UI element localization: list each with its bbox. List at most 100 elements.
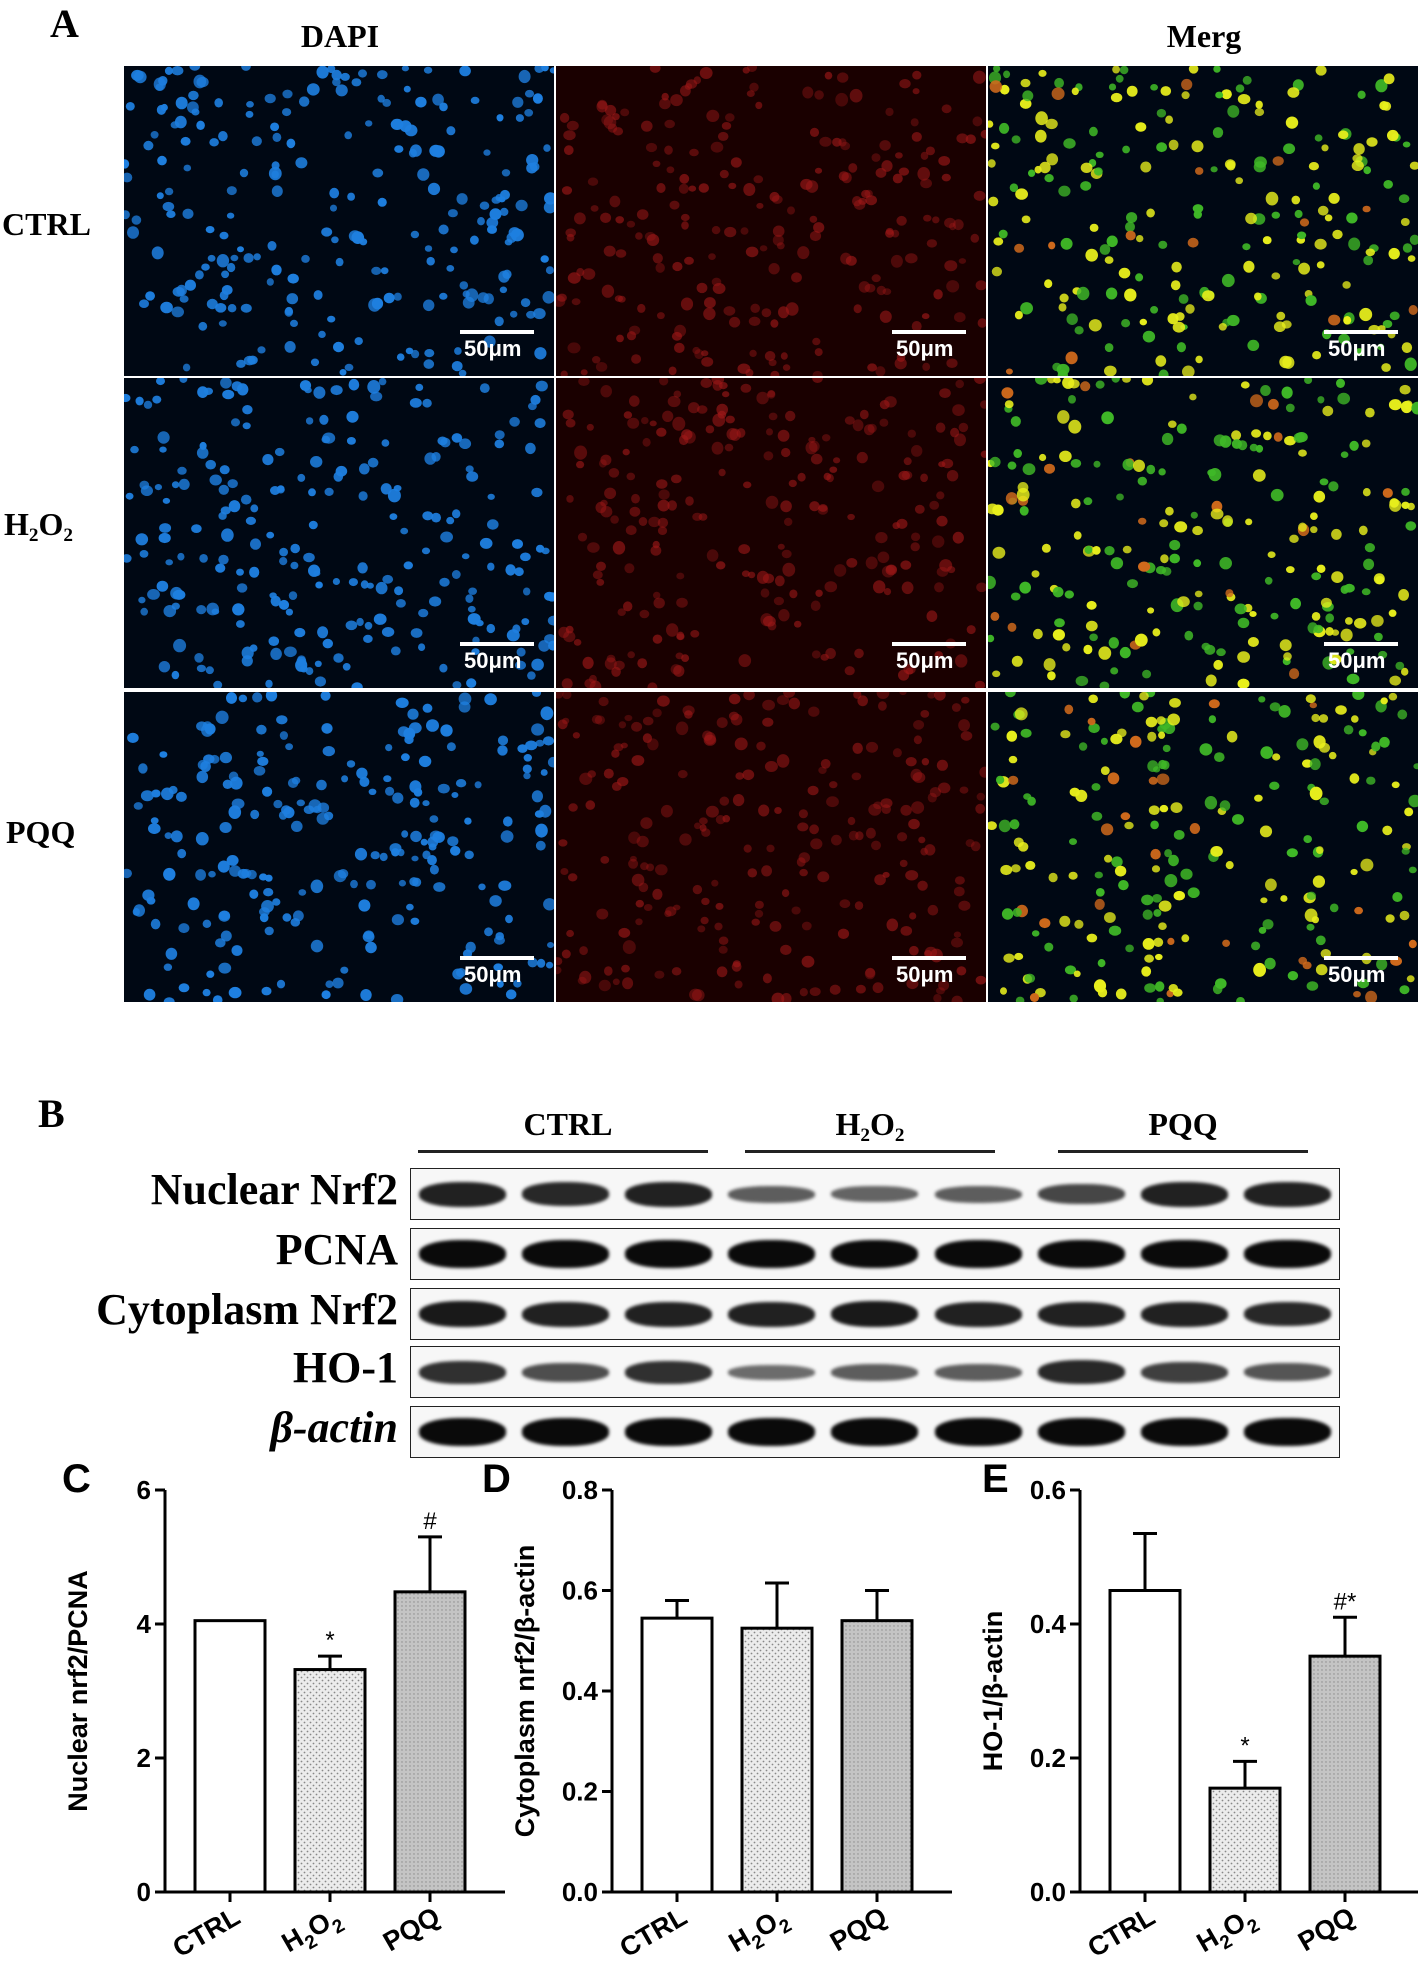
blot-strip [410, 1346, 1340, 1398]
row-label-ctrl: CTRL [2, 206, 91, 242]
micrograph-pqq-dapi: 50μm [124, 692, 554, 1002]
blot-band [1243, 1302, 1331, 1326]
blot-strip [410, 1228, 1340, 1280]
scale-label: 50μm [1328, 962, 1386, 987]
significance-mark: * [325, 1627, 334, 1654]
blot-band [1243, 1418, 1331, 1446]
blot-band [522, 1240, 610, 1268]
blot-band [522, 1362, 610, 1382]
blot-band [625, 1360, 713, 1384]
blot-band [419, 1418, 507, 1446]
scale-bar [892, 956, 966, 960]
blot-band [831, 1240, 919, 1268]
blot-group-pqq-line [1058, 1150, 1308, 1153]
y-tick-label: 0.0 [562, 1877, 598, 1907]
blot-band [1037, 1418, 1125, 1446]
y-axis-label: Cytoplasm nrf2/β-actin [510, 1545, 540, 1838]
significance-mark: * [1240, 1732, 1249, 1759]
significance-mark: #* [1334, 1588, 1357, 1615]
blot-band [625, 1181, 713, 1207]
blot-band [419, 1360, 507, 1384]
bar [393, 1590, 467, 1894]
nuclei [988, 378, 1418, 688]
micrograph-ctrl-merge: 50μm [988, 66, 1418, 376]
scale-label: 50μm [464, 648, 522, 673]
micrograph-ctrl-nrf2: 50μm [556, 66, 986, 376]
micrograph-h2o2-merge: 50μm [988, 378, 1418, 688]
blot-band [934, 1363, 1022, 1381]
blot-band [419, 1240, 507, 1268]
blot-band [831, 1363, 919, 1381]
bar [640, 1616, 714, 1894]
y-tick-label: 0.8 [562, 1475, 598, 1505]
scale-label: 50μm [464, 962, 522, 987]
scale-label: 50μm [896, 648, 954, 673]
scale-bar [460, 956, 534, 960]
blot-row-label: Cytoplasm Nrf2 [96, 1285, 398, 1334]
blot-group-ctrl-line [418, 1150, 708, 1153]
bar [1108, 1589, 1182, 1894]
blot-band [831, 1301, 919, 1327]
significance-mark: # [423, 1508, 437, 1535]
column-header-dapi: DAPI [300, 18, 380, 54]
blot-row-label: PCNA [275, 1225, 398, 1274]
blot-band [419, 1301, 507, 1327]
y-axis-label: HO-1/β-actin [978, 1611, 1008, 1772]
x-tick-label: CTRL [1083, 1901, 1160, 1963]
blot-row-label: HO-1 [292, 1343, 398, 1392]
x-tick-label: CTRL [168, 1901, 245, 1963]
blot-band [522, 1301, 610, 1327]
bar [840, 1619, 914, 1894]
micrograph-pqq-nrf2: 50μm [556, 692, 986, 1002]
y-axis-label: Nuclear nrf2/PCNA [63, 1570, 93, 1812]
bar [293, 1668, 367, 1894]
blot-group-h2o2-line [745, 1150, 995, 1153]
blot-band [728, 1301, 816, 1327]
blot-band [728, 1185, 816, 1203]
blot-band [625, 1240, 713, 1268]
blot-band [934, 1185, 1022, 1203]
blot-band [1140, 1361, 1228, 1383]
blot-band [934, 1418, 1022, 1446]
nuclei [124, 692, 554, 1002]
blot-band [1140, 1418, 1228, 1446]
scale-label: 50μm [1328, 336, 1386, 361]
y-tick-label: 2 [137, 1743, 151, 1773]
panel-letter: C [62, 1460, 91, 1501]
row-label-h2o2: H2O2 [4, 506, 73, 546]
column-header-merge: Merg [1166, 18, 1242, 54]
blot-band [1243, 1181, 1331, 1207]
blot-band [1140, 1301, 1228, 1327]
nuclei [558, 378, 986, 688]
micrograph-h2o2-nrf2: 50μm [556, 378, 986, 688]
nuclei [556, 66, 986, 376]
blot-band [1037, 1240, 1125, 1268]
y-tick-label: 0.6 [1030, 1475, 1066, 1505]
nuclei [124, 66, 554, 376]
blot-band [1243, 1363, 1331, 1381]
scale-label: 50μm [464, 336, 522, 361]
nuclei [556, 692, 986, 1002]
blot-strip [410, 1406, 1340, 1458]
scale-bar [1324, 956, 1398, 960]
scale-label: 50μm [896, 336, 954, 361]
y-tick-label: 6 [137, 1475, 151, 1505]
blot-band [1037, 1301, 1125, 1327]
micrograph-ctrl-dapi: 50μm [124, 66, 554, 376]
scale-bar [460, 330, 534, 334]
scale-label: 50μm [896, 962, 954, 987]
blot-group-ctrl: CTRL [523, 1106, 613, 1142]
blot-band [1243, 1240, 1331, 1268]
y-tick-label: 0.4 [562, 1676, 599, 1706]
blot-band [831, 1186, 919, 1202]
scale-bar [1324, 642, 1398, 646]
micrograph-h2o2-dapi: 50μm [124, 378, 554, 688]
blot-group-pqq: PQQ [1148, 1106, 1218, 1142]
y-tick-label: 4 [137, 1609, 152, 1639]
blot-band [1140, 1240, 1228, 1268]
blot-band [1037, 1184, 1125, 1204]
micrograph-pqq-merge: 50μm [988, 692, 1418, 1002]
blot-group-h2o2: H2O2 [835, 1106, 905, 1146]
bar [193, 1619, 267, 1894]
blot-band [522, 1182, 610, 1206]
